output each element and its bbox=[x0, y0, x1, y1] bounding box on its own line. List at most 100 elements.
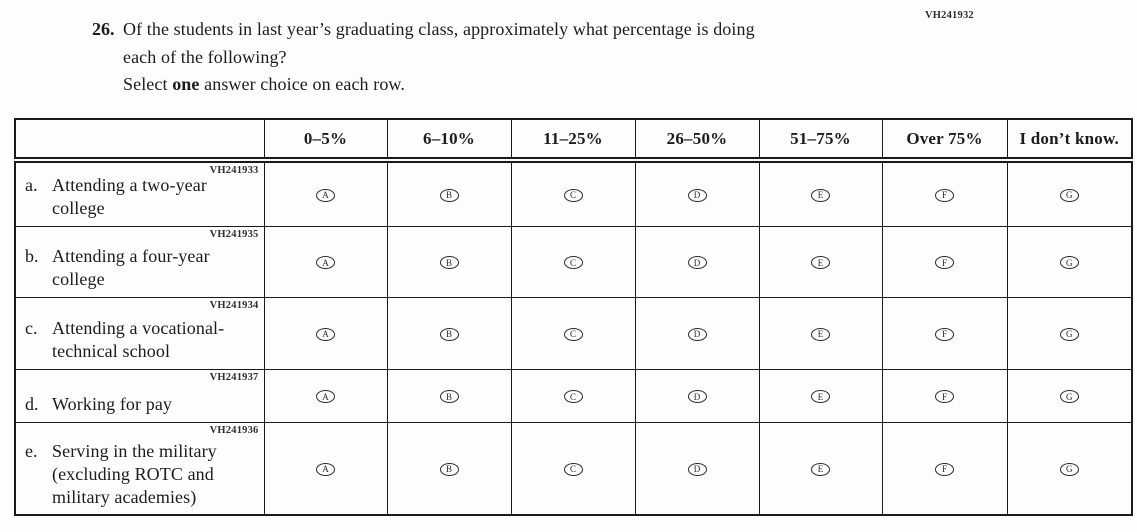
row-b-letter: b. bbox=[25, 246, 39, 267]
answer-bubble-c-D[interactable]: D bbox=[687, 327, 707, 341]
answer-bubble-e-A[interactable]: A bbox=[316, 462, 335, 476]
row-d-option-cell: A bbox=[263, 368, 388, 423]
column-header-26-50: 26–50% bbox=[634, 118, 760, 163]
row-a-option-cell: D bbox=[634, 159, 760, 227]
table-row-e: VH241936 e. Serving in the military (exc… bbox=[14, 421, 1133, 516]
row-d-option-cell: E bbox=[758, 368, 883, 423]
answer-bubble-d-B[interactable]: B bbox=[439, 390, 459, 403]
row-e-option-cell: D bbox=[634, 421, 760, 516]
row-e-option-cell: F bbox=[881, 421, 1008, 516]
column-header-6-10: 6–10% bbox=[386, 118, 512, 163]
answer-bubble-a-C[interactable]: C bbox=[563, 188, 583, 202]
row-c-stem-cell: VH241934 c. Attending a vocational- tech… bbox=[14, 296, 265, 370]
answer-bubble-a-D[interactable]: D bbox=[687, 188, 707, 202]
answer-bubble-a-B[interactable]: B bbox=[439, 188, 459, 202]
column-header-51-75: 51–75% bbox=[758, 118, 883, 163]
answer-bubble-e-B[interactable]: B bbox=[439, 462, 459, 476]
row-d-label: Working for pay bbox=[52, 394, 173, 415]
answer-bubble-a-F[interactable]: F bbox=[935, 188, 954, 202]
answer-bubble-b-F[interactable]: F bbox=[935, 256, 954, 269]
question-text: Of the students in last year’s graduatin… bbox=[123, 19, 755, 67]
row-b-label: Attending a four-year college bbox=[52, 246, 210, 290]
row-b-option-cell: F bbox=[881, 225, 1008, 298]
answer-bubble-c-G[interactable]: G bbox=[1059, 327, 1079, 341]
row-e-option-cell: C bbox=[510, 421, 636, 516]
instruction-bold-word: one bbox=[172, 74, 200, 94]
answer-bubble-e-E[interactable]: E bbox=[811, 462, 830, 476]
header-empty-cell bbox=[14, 118, 265, 163]
row-b-option-cell: A bbox=[263, 225, 388, 298]
row-e-option-cell: E bbox=[758, 421, 883, 516]
column-header-0-5: 0–5% bbox=[263, 118, 388, 163]
row-a-option-cell: C bbox=[510, 159, 636, 227]
answer-bubble-a-A[interactable]: A bbox=[316, 188, 335, 202]
row-b-stem-cell: VH241935 b. Attending a four-year colleg… bbox=[14, 225, 265, 298]
row-a-option-cell: A bbox=[263, 159, 388, 227]
row-c-letter: c. bbox=[25, 318, 38, 339]
answer-bubble-d-A[interactable]: A bbox=[316, 390, 335, 403]
answer-bubble-c-B[interactable]: B bbox=[439, 327, 459, 341]
row-e-letter: e. bbox=[25, 440, 38, 461]
item-accession-code: VH241932 bbox=[925, 10, 974, 21]
answer-bubble-c-C[interactable]: C bbox=[563, 327, 583, 341]
row-d-option-cell: G bbox=[1006, 368, 1133, 423]
row-a-stem-cell: VH241933 a. Attending a two-year college bbox=[14, 159, 265, 227]
answer-bubble-c-A[interactable]: A bbox=[316, 327, 335, 341]
answer-bubble-d-D[interactable]: D bbox=[687, 390, 707, 403]
answer-bubble-b-C[interactable]: C bbox=[563, 256, 583, 269]
row-c-label: Attending a vocational- technical school bbox=[52, 318, 225, 362]
row-e-option-cell: A bbox=[263, 421, 388, 516]
answer-bubble-e-G[interactable]: G bbox=[1059, 462, 1079, 476]
row-c-option-cell: D bbox=[634, 296, 760, 370]
answer-bubble-c-E[interactable]: E bbox=[811, 327, 830, 341]
row-b-option-cell: D bbox=[634, 225, 760, 298]
answer-bubble-e-D[interactable]: D bbox=[687, 462, 707, 476]
answer-matrix-table: 0–5% 6–10% 11–25% 26–50% 51–75% Over 75%… bbox=[14, 118, 1133, 516]
answer-bubble-a-E[interactable]: E bbox=[811, 188, 830, 202]
question-instruction: Select one answer choice on each row. bbox=[123, 74, 405, 95]
answer-bubble-e-C[interactable]: C bbox=[563, 462, 583, 476]
question-block: 26. Of the students in last year’s gradu… bbox=[92, 16, 932, 72]
answer-bubble-b-E[interactable]: E bbox=[811, 256, 830, 269]
row-e-option-cell: B bbox=[386, 421, 512, 516]
row-b-option-cell: G bbox=[1006, 225, 1133, 298]
row-d-option-cell: C bbox=[510, 368, 636, 423]
answer-bubble-e-F[interactable]: F bbox=[935, 462, 954, 476]
row-a-option-cell: G bbox=[1006, 159, 1133, 227]
answer-bubble-d-G[interactable]: G bbox=[1059, 390, 1079, 403]
row-e-option-cell: G bbox=[1006, 421, 1133, 516]
row-e-code: VH241936 bbox=[209, 424, 259, 436]
answer-bubble-d-C[interactable]: C bbox=[563, 390, 583, 403]
answer-bubble-b-B[interactable]: B bbox=[439, 256, 459, 269]
row-d-option-cell: B bbox=[386, 368, 512, 423]
row-d-letter: d. bbox=[25, 394, 39, 415]
answer-bubble-c-F[interactable]: F bbox=[935, 327, 954, 341]
row-d-option-cell: D bbox=[634, 368, 760, 423]
row-a-option-cell: F bbox=[881, 159, 1008, 227]
row-b-option-cell: B bbox=[386, 225, 512, 298]
row-c-option-cell: E bbox=[758, 296, 883, 370]
row-a-label: Attending a two-year college bbox=[52, 175, 207, 219]
table-row-a: VH241933 a. Attending a two-year college… bbox=[14, 159, 1133, 227]
answer-bubble-b-A[interactable]: A bbox=[316, 256, 335, 269]
row-c-code: VH241934 bbox=[209, 299, 259, 311]
row-e-stem-cell: VH241936 e. Serving in the military (exc… bbox=[14, 421, 265, 516]
row-c-option-cell: C bbox=[510, 296, 636, 370]
answer-bubble-b-D[interactable]: D bbox=[687, 256, 707, 269]
instruction-suffix: answer choice on each row. bbox=[204, 74, 405, 94]
answer-bubble-a-G[interactable]: G bbox=[1059, 188, 1079, 202]
column-header-11-25: 11–25% bbox=[510, 118, 636, 163]
row-c-option-cell: G bbox=[1006, 296, 1133, 370]
table-row-c: VH241934 c. Attending a vocational- tech… bbox=[14, 296, 1133, 370]
answer-bubble-d-E[interactable]: E bbox=[811, 390, 830, 403]
table-row-d: VH241937 d. Working for pay A B C D E F … bbox=[14, 368, 1133, 423]
answer-bubble-d-F[interactable]: F bbox=[935, 390, 954, 403]
row-c-option-cell: B bbox=[386, 296, 512, 370]
row-c-option-cell: F bbox=[881, 296, 1008, 370]
instruction-prefix: Select bbox=[123, 74, 168, 94]
answer-bubble-b-G[interactable]: G bbox=[1059, 256, 1079, 269]
row-b-code: VH241935 bbox=[209, 228, 259, 240]
row-b-option-cell: C bbox=[510, 225, 636, 298]
table-row-b: VH241935 b. Attending a four-year colleg… bbox=[14, 225, 1133, 298]
